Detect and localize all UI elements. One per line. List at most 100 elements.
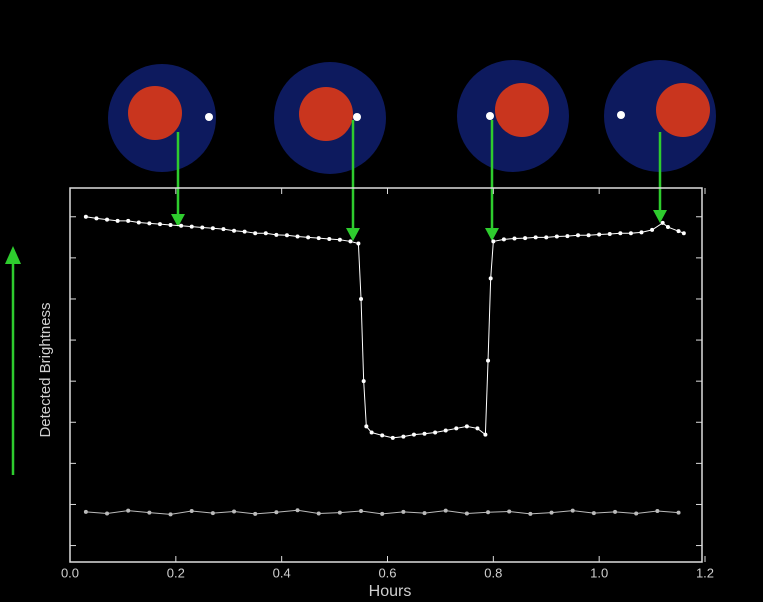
data-point — [232, 228, 237, 233]
data-point — [83, 214, 88, 219]
data-point — [422, 431, 427, 436]
data-point — [475, 426, 480, 431]
data-point — [650, 227, 655, 232]
arrow-head — [171, 214, 185, 227]
data-point — [361, 379, 366, 384]
data-point — [554, 234, 559, 239]
data-point — [565, 234, 570, 239]
data-point — [454, 426, 459, 431]
companion — [353, 113, 361, 121]
data-point — [136, 220, 141, 225]
data-point — [676, 510, 681, 515]
companion — [617, 111, 625, 119]
data-point — [380, 511, 385, 516]
data-point — [491, 239, 496, 244]
data-point — [295, 234, 300, 239]
data-point — [105, 217, 110, 222]
data-point — [380, 433, 385, 438]
data-point — [105, 511, 110, 516]
data-point — [306, 235, 311, 240]
data-point — [147, 510, 152, 515]
data-point — [501, 237, 506, 242]
data-point — [507, 509, 512, 514]
x-tick-label: 1.0 — [590, 565, 608, 580]
data-point — [464, 511, 469, 516]
data-point — [369, 430, 374, 435]
arrow-head — [5, 246, 21, 264]
data-point — [443, 428, 448, 433]
data-point — [168, 512, 173, 517]
data-point — [628, 231, 633, 236]
data-point — [210, 226, 215, 231]
data-point — [356, 241, 361, 246]
data-point — [189, 224, 194, 229]
data-point — [483, 432, 488, 437]
data-point — [126, 218, 131, 223]
data-point — [618, 231, 623, 236]
data-point — [115, 218, 120, 223]
data-point — [337, 237, 342, 242]
data-point — [681, 231, 686, 236]
star — [656, 83, 710, 137]
data-point — [591, 511, 596, 516]
data-point — [200, 225, 205, 230]
data-point — [639, 230, 644, 235]
data-point — [364, 424, 369, 429]
data-point — [327, 236, 332, 241]
data-point — [676, 229, 681, 234]
arrow-head — [346, 228, 360, 241]
data-point — [422, 511, 427, 516]
data-point — [486, 510, 491, 515]
data-point — [274, 232, 279, 237]
arrows — [5, 120, 667, 475]
data-point — [586, 233, 591, 238]
data-point — [94, 216, 99, 221]
data-point — [83, 509, 88, 514]
data-point — [157, 222, 162, 227]
data-point — [549, 510, 554, 515]
data-point — [544, 235, 549, 240]
data-point — [401, 434, 406, 439]
data-point — [486, 358, 491, 363]
data-point — [348, 239, 353, 244]
data-point — [655, 509, 660, 514]
plot-frame — [69, 187, 703, 563]
data-point — [337, 510, 342, 515]
data-point — [660, 220, 665, 225]
data-point — [433, 430, 438, 435]
data-point — [464, 424, 469, 429]
data-point — [253, 511, 258, 516]
data-point — [634, 511, 639, 516]
y-axis-title: Detected Brightness — [37, 302, 54, 437]
data-point — [126, 508, 131, 513]
x-tick-label: 1.2 — [696, 565, 714, 580]
data-point — [221, 227, 226, 232]
data-point — [147, 221, 152, 226]
data-point — [390, 435, 395, 440]
data-point — [528, 511, 533, 516]
illustration — [108, 60, 716, 174]
companion — [205, 113, 213, 121]
star — [128, 86, 182, 140]
x-tick-label: 0.2 — [167, 565, 185, 580]
data-point — [274, 510, 279, 515]
data-point — [284, 233, 289, 238]
data-point — [263, 231, 268, 236]
data-point — [359, 509, 364, 514]
companion — [486, 112, 494, 120]
data-point — [607, 232, 612, 237]
data-point — [488, 276, 493, 281]
data-point — [576, 233, 580, 238]
data-point — [533, 235, 538, 240]
x-axis-title: Hours — [369, 583, 412, 600]
x-tick-label: 0.0 — [61, 565, 79, 580]
data-point — [232, 509, 237, 514]
data-point — [523, 236, 528, 241]
data-point — [613, 509, 618, 514]
data-point — [411, 432, 416, 437]
data-point — [512, 236, 517, 241]
star — [299, 87, 353, 141]
data-point — [570, 508, 575, 513]
